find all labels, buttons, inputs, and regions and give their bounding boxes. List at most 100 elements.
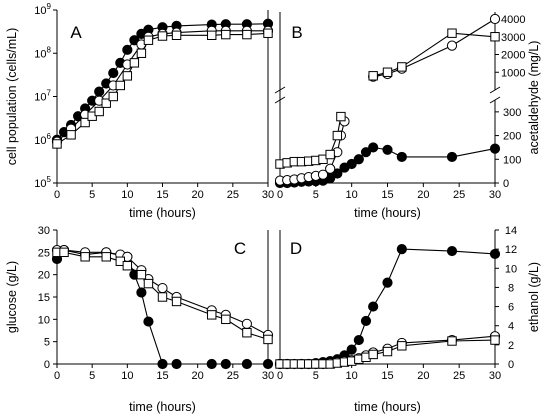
x-tick-label: 30 — [262, 189, 274, 201]
open-square-point — [52, 139, 62, 149]
panel-c: 0 5 10 15 20 25 30 0 5 10 15 20 25 30 time (hours) gluc… — [5, 225, 274, 414]
open-square-point — [66, 130, 76, 140]
open-circle-point — [325, 163, 336, 174]
x-axis-label: time (hours) — [129, 400, 196, 414]
filled-circle-point — [368, 301, 379, 312]
open-square-point — [94, 106, 104, 117]
open-square-point — [171, 30, 182, 41]
x-axis-label: time (hours) — [354, 400, 421, 414]
y-tick-label: 1000 — [501, 67, 525, 79]
open-square-point — [263, 334, 273, 345]
x-tick-label: 30 — [489, 189, 501, 201]
open-square-point — [129, 58, 140, 68]
y-tick-label: 0 — [508, 359, 514, 371]
series-line — [56, 249, 268, 365]
filled-circle-point — [382, 144, 393, 155]
x-tick-label: 0 — [277, 189, 283, 201]
open-square-point — [382, 67, 393, 77]
open-square-point — [157, 31, 168, 41]
open-square-point — [101, 98, 111, 108]
filled-circle-point — [346, 344, 357, 355]
open-square-point — [207, 310, 217, 320]
y-tick-label: 106 — [34, 132, 51, 147]
open-square-point — [171, 296, 182, 307]
open-square-point — [447, 336, 457, 346]
filled-circle-point — [220, 358, 231, 370]
x-tick-label: 15 — [156, 189, 168, 201]
filled-circle-point — [346, 158, 357, 170]
y-tick-label: 108 — [34, 45, 51, 60]
open-square-point — [207, 30, 217, 41]
open-circle-point — [157, 282, 168, 294]
open-square-point — [325, 149, 335, 160]
x-tick-label: 5 — [313, 189, 319, 201]
y-tick-label: 15 — [38, 292, 50, 304]
y-tick-label: 300 — [503, 107, 521, 119]
y-axis-label: ethanol (g/L) — [527, 262, 541, 332]
panel-d: 0 5 10 15 20 25 30 0 2 4 6 8 10 12 14 time (hours) ethan… — [274, 225, 541, 414]
open-square-point — [221, 29, 231, 40]
x-tick-label: 25 — [227, 370, 239, 382]
filled-circle-point — [122, 44, 133, 55]
x-tick-label: 20 — [417, 189, 429, 201]
panel-letter-label: B — [291, 23, 302, 42]
x-tick-label: 20 — [192, 189, 204, 201]
open-square-point — [59, 247, 69, 258]
open-square-point — [318, 154, 328, 164]
y-axis-label: glucose (g/L) — [5, 261, 19, 333]
open-square-point — [368, 349, 378, 360]
filled-circle-point — [396, 244, 407, 255]
axis-break-mark — [489, 96, 501, 104]
x-tick-label: 10 — [346, 370, 358, 382]
panel-a: 0 5 10 15 20 25 30 105 106 107 108 109 time (hours) c… — [5, 2, 274, 220]
y-tick-label: 2000 — [501, 50, 525, 62]
open-square-point — [382, 346, 393, 357]
filled-circle-point — [360, 315, 372, 327]
filled-circle-point — [108, 67, 119, 79]
open-square-point — [447, 28, 457, 38]
open-square-point — [263, 28, 273, 38]
filled-circle-point — [143, 316, 154, 327]
y-tick-label: 10 — [505, 263, 517, 275]
y-tick-label: 3000 — [501, 32, 525, 44]
x-tick-label: 25 — [227, 189, 239, 201]
y-tick-label: 105 — [34, 175, 51, 190]
y-tick-label: 200 — [503, 131, 521, 143]
y-tick-label: 20 — [38, 270, 50, 282]
open-square-point — [336, 111, 346, 122]
y-tick-label: 4 — [508, 321, 514, 333]
y-axis-label: cell population (cells/mL) — [5, 28, 19, 166]
filled-circle-point — [241, 358, 252, 370]
x-tick-label: 25 — [453, 370, 465, 382]
open-square-point — [490, 32, 500, 42]
x-tick-label: 25 — [453, 189, 465, 201]
x-tick-label: 15 — [156, 370, 168, 382]
y-tick-label: 14 — [505, 225, 517, 237]
filled-circle-point — [353, 334, 364, 346]
open-circle-point — [489, 13, 501, 25]
axis-break-mark — [274, 86, 286, 94]
open-square-point — [368, 71, 378, 81]
y-tick-label: 5 — [44, 337, 50, 349]
filled-circle-point — [332, 168, 343, 179]
x-tick-label: 0 — [277, 370, 283, 382]
open-square-point — [397, 341, 407, 351]
filled-circle-point — [489, 143, 501, 154]
open-square-point — [397, 62, 407, 72]
filled-circle-point — [360, 147, 372, 158]
open-square-point — [157, 292, 168, 302]
axis-break-mark — [489, 86, 501, 94]
panel-letter-label: D — [290, 239, 302, 258]
open-square-point — [115, 80, 125, 91]
open-square-point — [101, 252, 111, 262]
y-tick-label: 0 — [44, 359, 50, 371]
y-tick-label: 100 — [503, 154, 521, 166]
x-tick-label: 10 — [121, 370, 133, 382]
x-tick-label: 5 — [89, 189, 95, 201]
y-tick-label: 6 — [508, 302, 514, 314]
y-tick-label: 0 — [503, 178, 509, 190]
x-tick-label: 15 — [381, 189, 393, 201]
x-tick-label: 0 — [54, 370, 60, 382]
open-square-point — [332, 130, 343, 141]
